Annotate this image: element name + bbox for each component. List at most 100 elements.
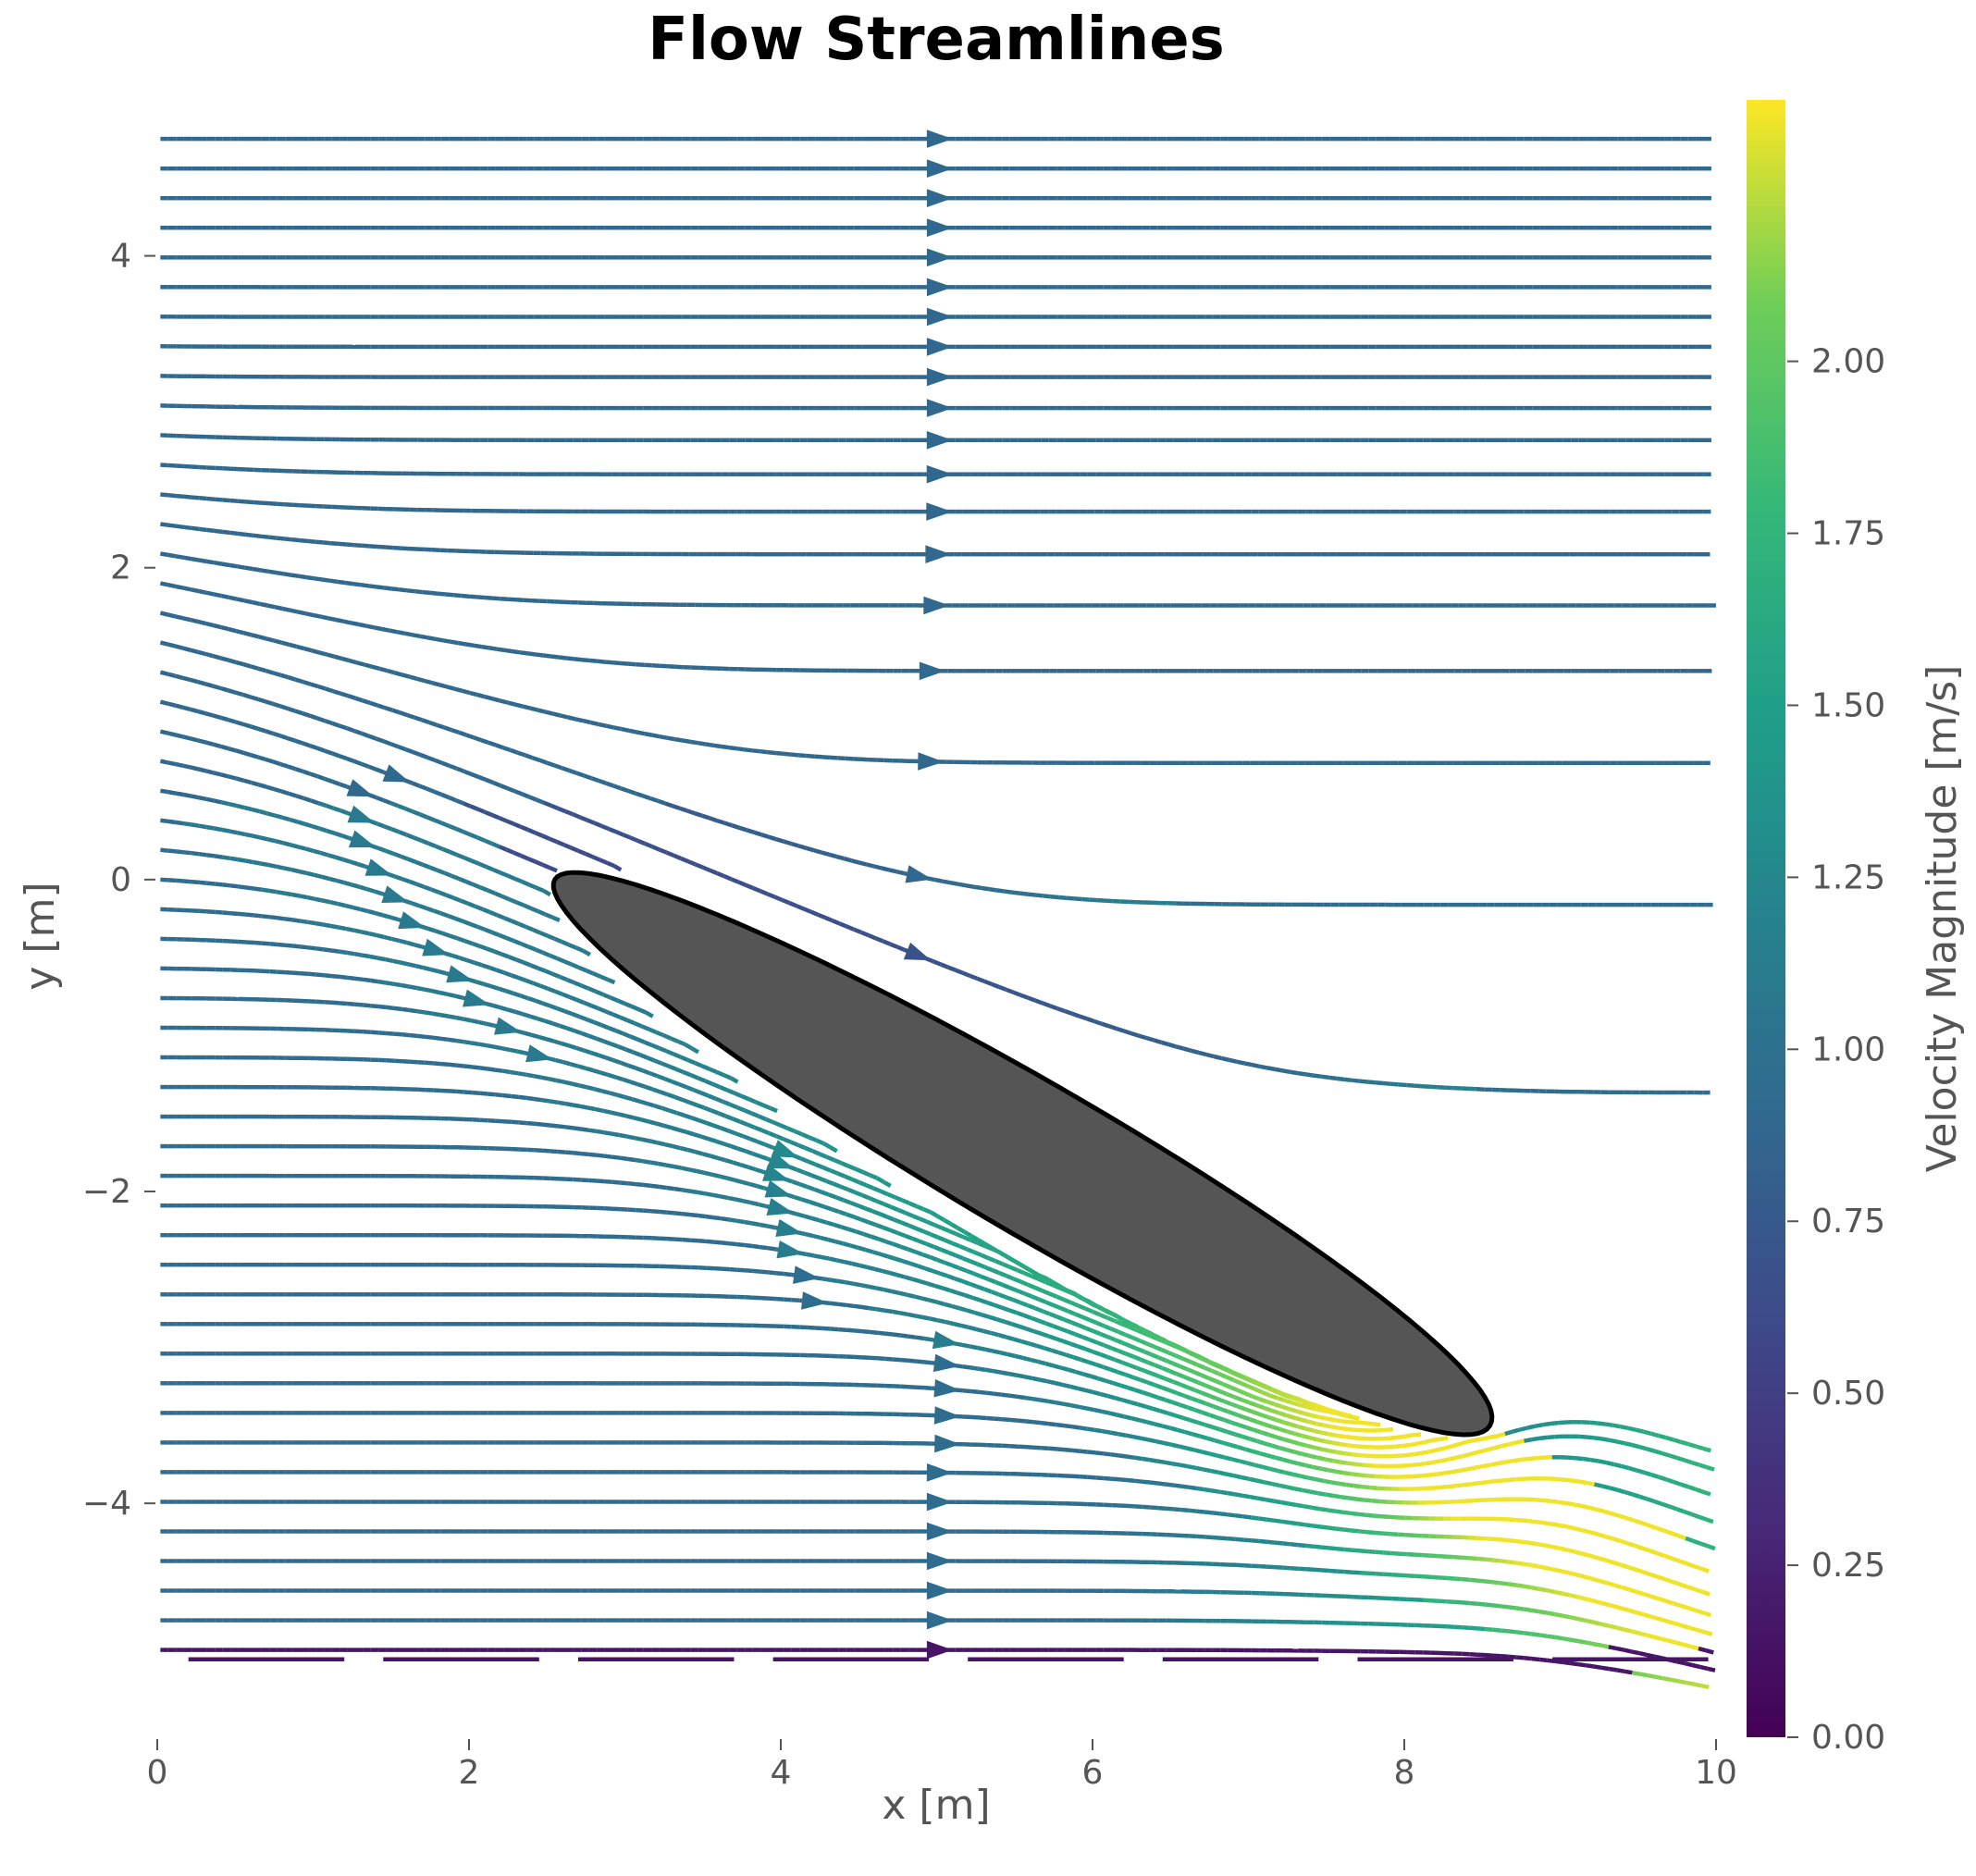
streamline-18-seg-83 — [766, 892, 776, 899]
streamline-18-seg-134 — [1138, 1033, 1147, 1041]
streamline-16-seg-38 — [446, 685, 456, 691]
streamline-16-seg-15 — [273, 638, 282, 645]
streamline-32-seg-68 — [685, 1129, 695, 1137]
streamline-25-seg-40 — [463, 939, 474, 946]
streamline-17-seg-55 — [568, 768, 578, 775]
streamline-25-seg-45 — [500, 952, 510, 959]
streamline-18-seg-18 — [294, 709, 303, 716]
streamline-20-seg-15 — [272, 759, 282, 767]
streamline-18-seg-169 — [1406, 1082, 1414, 1088]
streamline-26-seg-63 — [634, 1021, 643, 1029]
streamline-21-seg-11 — [243, 778, 253, 785]
streamline-30-seg-75 — [732, 1117, 741, 1124]
streamline-21-seg-44 — [485, 864, 495, 872]
streamline-18-seg-85 — [781, 897, 790, 906]
streamline-23-seg-55 — [568, 943, 577, 950]
streamline-15-seg-14 — [266, 603, 276, 610]
streamline-27-seg-69 — [679, 1055, 689, 1062]
streamline-30-seg-87 — [819, 1152, 828, 1159]
streamline-21-seg-9 — [228, 774, 238, 781]
streamline-13-seg-5 — [198, 526, 207, 533]
streamline-23-seg-38 — [445, 893, 454, 900]
streamline-26-seg-69 — [676, 1039, 686, 1046]
streamline-27-seg-76 — [730, 1076, 739, 1084]
streamline-23-seg-54 — [561, 940, 570, 947]
streamline-31-seg-45 — [510, 1069, 519, 1076]
streamline-21-seg-14 — [266, 784, 275, 792]
streamline-31-seg-97 — [894, 1195, 903, 1203]
streamline-32-seg-75 — [737, 1146, 747, 1154]
streamline-15-seg-50 — [542, 653, 551, 659]
streamline-23-seg-17 — [290, 843, 299, 849]
streamline-18-seg-8 — [219, 685, 229, 693]
streamline-19-seg-35 — [418, 784, 428, 791]
streamline-17-seg-110 — [981, 885, 990, 892]
streamline-22-seg-32 — [400, 854, 409, 861]
streamline-30-seg-31 — [401, 1032, 411, 1038]
streamline-18-seg-27 — [361, 731, 370, 738]
streamline-20-seg-35 — [419, 812, 428, 820]
streamline-18-seg-64 — [629, 835, 639, 843]
streamline-28-seg-38 — [453, 994, 463, 1000]
streamline-17-seg-15 — [272, 671, 282, 677]
streamline-25-seg-29 — [382, 913, 391, 919]
streamline-13-seg-21 — [322, 540, 331, 546]
streamline-17-seg-76 — [723, 821, 733, 828]
streamline-17-seg-87 — [805, 845, 815, 853]
streamline-27-seg-20 — [315, 946, 325, 952]
streamline-18-seg-95 — [853, 927, 862, 934]
streamline-16-seg-14 — [266, 636, 275, 643]
streamline-20-seg-31 — [389, 801, 400, 808]
streamline-19-seg-19 — [302, 741, 311, 748]
streamline-30-seg-79 — [760, 1128, 771, 1136]
streamline-18-seg-17 — [287, 706, 296, 713]
streamline-27-seg-10 — [238, 939, 247, 944]
streamline-24-seg-3 — [183, 850, 192, 856]
streamline-25-seg-47 — [515, 957, 525, 965]
streamline-17-seg-22 — [325, 686, 334, 694]
streamline-16-seg-20 — [311, 648, 320, 655]
streamline-17-seg-83 — [775, 837, 785, 844]
streamline-24-seg-36 — [432, 908, 442, 916]
streamline-28-seg-73 — [711, 1081, 721, 1090]
streamline-15-seg-36 — [435, 636, 444, 643]
streamline-12-seg-17 — [291, 502, 301, 508]
streamline-23-seg-23 — [335, 855, 344, 862]
streamline-28-seg-15 — [277, 969, 286, 975]
streamline-30-seg-88 — [825, 1154, 835, 1163]
streamline-30-seg-39 — [463, 1039, 472, 1045]
streamline-29-seg-66 — [663, 1077, 673, 1084]
streamline-17-seg-85 — [790, 841, 800, 848]
streamline-27-seg-56 — [586, 1017, 595, 1025]
streamline-18-seg-6 — [204, 682, 215, 688]
streamline-13-seg-2 — [175, 524, 184, 530]
streamline-18-seg-15 — [272, 701, 281, 709]
streamline-17-seg-108 — [965, 882, 974, 889]
streamline-28-seg-14 — [269, 969, 278, 974]
streamline-29-seg-53 — [568, 1043, 577, 1051]
streamline-15-seg-59 — [612, 660, 622, 666]
streamline-29-seg-30 — [393, 1006, 402, 1012]
streamline-19-seg-2 — [175, 703, 184, 710]
streamline-21-seg-2 — [175, 761, 184, 769]
streamline-17-seg-111 — [988, 886, 997, 893]
streamline-13-seg-4 — [191, 525, 200, 532]
streamline-20-seg-12 — [250, 753, 259, 759]
streamline-18-seg-97 — [867, 933, 877, 941]
streamline-14-seg-4 — [191, 556, 200, 562]
streamline-22-seg-45 — [494, 891, 503, 898]
streamline-13-seg-19 — [307, 538, 316, 544]
streamline-32-seg-103 — [940, 1226, 950, 1233]
streamline-17-seg-11 — [242, 661, 252, 669]
streamline-16-seg-65 — [651, 733, 661, 739]
streamline-31-seg-92 — [858, 1179, 868, 1188]
streamline-24-seg-24 — [343, 881, 352, 887]
streamline-21-seg-24 — [340, 808, 349, 816]
streamline-29-seg-56 — [590, 1050, 599, 1057]
streamline-23-seg-12 — [252, 833, 261, 840]
streamline-32-seg-53 — [572, 1103, 581, 1109]
streamline-15-seg-20 — [312, 612, 322, 619]
streamline-20-seg-11 — [242, 750, 252, 758]
streamline-23-seg-31 — [394, 874, 403, 882]
streamline-20-seg-10 — [235, 748, 244, 755]
